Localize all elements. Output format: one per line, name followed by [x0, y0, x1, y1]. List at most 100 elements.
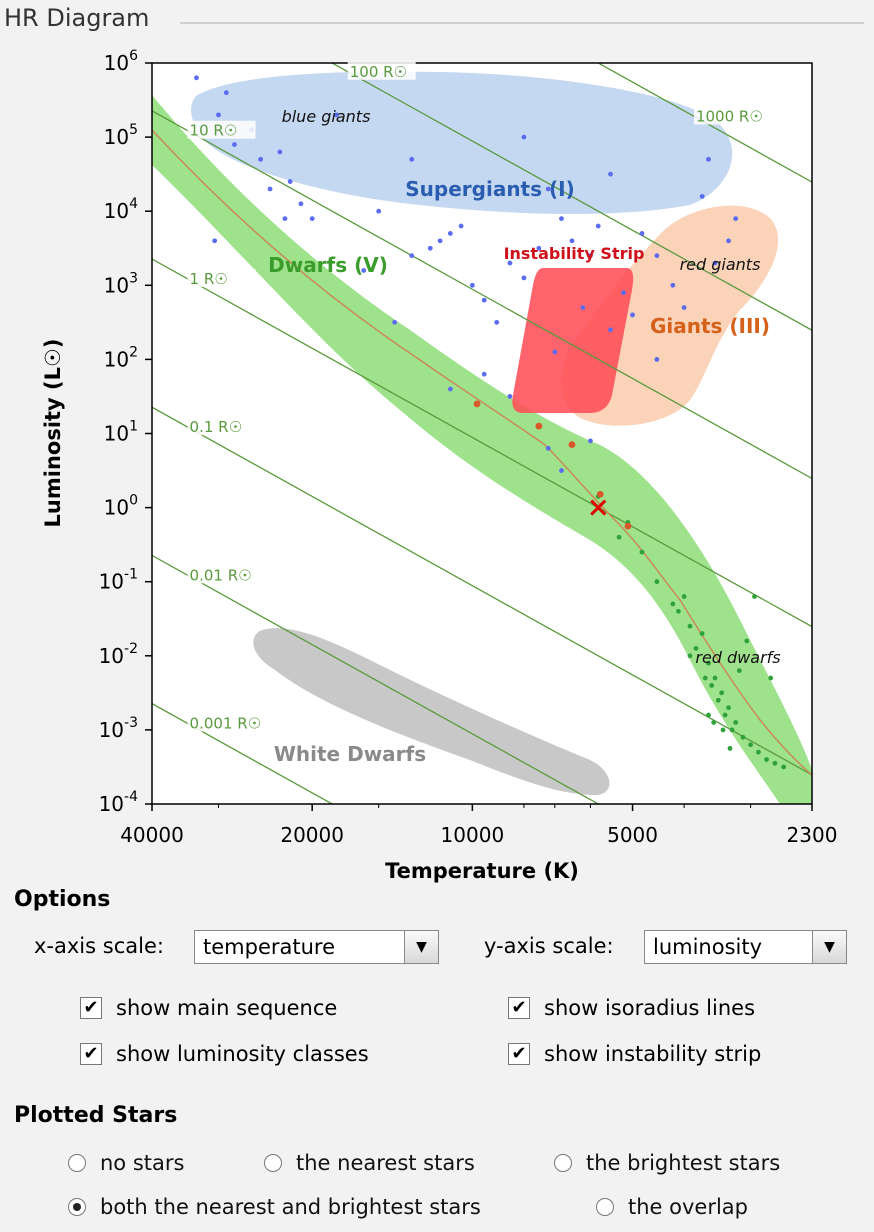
overlap-star-point — [473, 400, 481, 408]
show-instability-strip-option[interactable]: ✔ show instability strip — [508, 1042, 761, 1066]
brightest-star-point — [670, 282, 676, 288]
panel-divider — [180, 22, 864, 24]
radio-button[interactable] — [68, 1154, 86, 1172]
brightest-star-point — [712, 260, 718, 266]
brightest-star-point — [654, 253, 660, 259]
brightest-star-point — [630, 312, 635, 318]
show-main-sequence-option[interactable]: ✔ show main sequence — [80, 996, 337, 1020]
brightest-star-point — [258, 156, 264, 162]
brightest-star-point — [437, 238, 443, 244]
radio-label: both the nearest and brightest stars — [100, 1195, 481, 1219]
show-isoradius-lines-checkbox[interactable]: ✔ — [508, 997, 530, 1019]
giants-label: Giants (III) — [650, 314, 770, 338]
brightest-star-point — [298, 201, 304, 207]
isoradius-label: 0.1 R☉ — [190, 418, 243, 436]
brightest-star-point — [409, 156, 415, 162]
nearest-star-point — [702, 675, 708, 681]
isoradius-label: 1000 R☉ — [696, 107, 763, 125]
brightest-star-point — [521, 134, 527, 140]
brightest-star-point — [216, 112, 221, 118]
isoradius-label-bg — [187, 268, 256, 287]
brightest-star-point — [552, 349, 558, 355]
nearest-star-point — [712, 675, 718, 681]
nearest-star-point — [654, 579, 660, 585]
brightest-star-point — [194, 75, 199, 81]
supergiants-label: Supergiants (I) — [405, 177, 574, 201]
nearest-star-point — [756, 749, 761, 755]
brightest-star-point — [232, 142, 237, 147]
isoradius-label: 10 R☉ — [190, 122, 238, 140]
x-axis-scale-select[interactable]: temperature ▼ — [194, 930, 439, 964]
nearest-star-point — [722, 712, 728, 718]
isoradius-line — [152, 554, 600, 804]
show-isoradius-lines-option[interactable]: ✔ show isoradius lines — [508, 996, 755, 1020]
show-main-sequence-checkbox[interactable]: ✔ — [80, 997, 102, 1019]
red-dwarfs-label: red dwarfs — [695, 648, 780, 667]
nearest-star-point — [752, 594, 757, 599]
x-tick-label: 20000 — [280, 823, 344, 847]
isoradius-label-bg — [187, 417, 256, 436]
radio-button[interactable] — [264, 1154, 282, 1172]
white-dwarfs-label: White Dwarfs — [274, 742, 426, 766]
brightest-star-point — [706, 156, 711, 162]
nearest-star-point — [768, 675, 774, 681]
brightest-star-point — [588, 253, 593, 259]
checkbox-label: show isoradius lines — [544, 996, 756, 1020]
y-axis-scale-select[interactable]: luminosity ▼ — [644, 930, 847, 964]
x-tick-label: 2300 — [787, 823, 838, 847]
radio-label: the nearest stars — [296, 1151, 475, 1175]
brightest-star-point — [559, 216, 564, 222]
isoradius-line — [152, 406, 812, 776]
radio-no-stars[interactable]: no stars — [68, 1151, 184, 1175]
radio-button[interactable] — [68, 1198, 86, 1216]
y-tick-label: 10-3 — [99, 715, 138, 742]
supergiants-region — [191, 71, 733, 215]
x-tick-label: 10000 — [441, 823, 505, 847]
brightest-star-point — [536, 245, 542, 251]
nearest-star-point — [744, 638, 750, 644]
radio-label: no stars — [100, 1151, 185, 1175]
y-tick-label: 106 — [104, 48, 138, 75]
dwarfs-label: Dwarfs (V) — [268, 253, 388, 277]
chevron-down-icon[interactable]: ▼ — [404, 931, 438, 963]
nearest-star-point — [681, 594, 687, 599]
brightest-star-point — [447, 386, 453, 392]
nearest-star-point — [719, 690, 725, 696]
brightest-star-point — [282, 216, 288, 222]
chevron-down-icon[interactable]: ▼ — [812, 931, 846, 963]
radio-button[interactable] — [554, 1154, 572, 1172]
x-axis-scale-label: x-axis scale: — [34, 934, 164, 958]
brightest-star-point — [733, 216, 739, 222]
brightest-star-point — [654, 357, 660, 362]
nearest-star-point — [736, 668, 742, 674]
nearest-star-point — [616, 534, 622, 540]
nearest-star-point — [715, 697, 721, 703]
show-instability-strip-checkbox[interactable]: ✔ — [508, 1043, 530, 1065]
radio-brightest-stars[interactable]: the brightest stars — [554, 1151, 780, 1175]
radio-overlap[interactable]: the overlap — [596, 1195, 748, 1219]
y-axis-label: Luminosity (L☉) — [41, 339, 65, 528]
overlap-star-point — [535, 422, 543, 430]
brightest-star-point — [588, 438, 593, 444]
options-heading: Options — [14, 887, 111, 912]
radio-nearest-stars[interactable]: the nearest stars — [264, 1151, 475, 1175]
isoradius-label: 0.01 R☉ — [190, 566, 252, 584]
plotted-stars-heading: Plotted Stars — [14, 1103, 178, 1128]
brightest-star-point — [447, 231, 453, 236]
nearest-star-point — [706, 712, 711, 718]
radio-both-stars[interactable]: both the nearest and brightest stars — [68, 1195, 481, 1219]
brightest-star-point — [309, 216, 315, 222]
y-tick-label: 10-4 — [99, 789, 139, 816]
isoradius-line — [152, 258, 812, 628]
brightest-star-point — [580, 305, 586, 310]
brightest-star-point — [361, 268, 367, 273]
y-tick-label: 105 — [104, 122, 138, 149]
show-luminosity-classes-option[interactable]: ✔ show luminosity classes — [80, 1042, 369, 1066]
nearest-star-point — [711, 720, 717, 725]
y-tick-label: 10-1 — [99, 567, 138, 594]
nearest-star-point — [781, 764, 787, 770]
nearest-star-point — [676, 608, 681, 614]
radio-button[interactable] — [596, 1198, 614, 1216]
isoradius-label-bg — [187, 565, 256, 584]
show-luminosity-classes-checkbox[interactable]: ✔ — [80, 1043, 102, 1065]
